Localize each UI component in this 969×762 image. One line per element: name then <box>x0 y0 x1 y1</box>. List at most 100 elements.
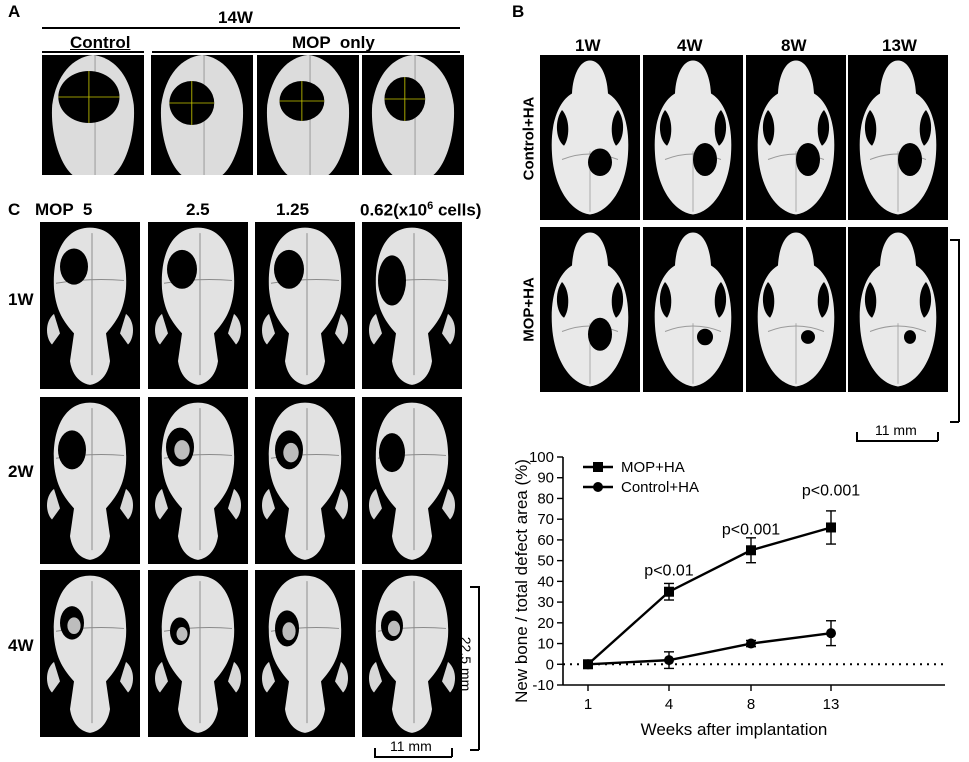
panel-b-control-skull-2 <box>643 55 743 220</box>
panel-b-mop-skull-1 <box>540 227 640 392</box>
panel-c-row-1w: 1W <box>8 290 34 309</box>
legend-label-1: Control+HA <box>621 479 699 496</box>
panel-c-row-4w: 4W <box>8 636 34 655</box>
panel-c-vscale-label: 22.5 mm <box>458 636 474 692</box>
y-tick-label-4: 30 <box>537 594 554 611</box>
marker-circle-1-1 <box>664 655 674 666</box>
panel-c-skull-r3-c2 <box>148 570 248 737</box>
x-tick-label-1: 4 <box>665 696 673 713</box>
p-value-annotation-1: p<0.001 <box>722 521 780 538</box>
panel-b-mop-skull-3 <box>746 227 846 392</box>
panel-b-hscale-cap-right <box>937 432 939 441</box>
panel-c-skull-r2-c2 <box>148 397 248 564</box>
panel-a-top-rule <box>42 27 460 29</box>
y-tick-label-7: 60 <box>537 532 554 549</box>
x-tick-label-0: 1 <box>584 696 592 713</box>
bone-area-line-chart: -10 0 10 20 30 40 50 60 70 80 90 100 1 4 8 13 Weeks afte… <box>512 449 945 739</box>
marker-circle-1-2 <box>746 638 756 649</box>
panel-c-skull-r1-c3 <box>255 222 355 389</box>
panel-b-col-13w: 13W <box>882 36 917 55</box>
panel-c-hscale-label: 11 mm <box>390 738 432 754</box>
panel-c-skull-r3-c1 <box>40 570 140 737</box>
panel-b-col-1w: 1W <box>575 36 601 55</box>
panel-c-skull-r1-c2 <box>148 222 248 389</box>
panel-c-col-1_25: 1.25 <box>276 200 310 219</box>
marker-circle-1-3 <box>826 628 836 639</box>
legend-marker-0 <box>593 462 603 472</box>
panel-b-control-skull-3 <box>746 55 846 220</box>
series-line-0 <box>587 526 832 666</box>
panel-a-control-rule <box>42 51 144 53</box>
panel-c-skull-r2-c3 <box>255 397 355 564</box>
y-tick-label-6: 50 <box>537 553 554 570</box>
panel-b-vscale-label: 22.5 mm <box>935 298 951 354</box>
panel-b-control-skull-4 <box>848 55 948 220</box>
panel-b-mop-skull-2 <box>643 227 743 392</box>
y-tick-label-1: 0 <box>546 656 554 673</box>
panel-c-col-0_62-main: 0.62(x10 <box>360 200 428 220</box>
panel-label-a: A <box>8 2 21 21</box>
p-value-annotation-0: p<0.01 <box>644 563 693 580</box>
p-value-annotation-2: p<0.001 <box>802 482 860 499</box>
panel-b-col-8w: 8W <box>781 36 807 55</box>
y-tick-label-2: 10 <box>537 636 554 653</box>
panel-c-col-0_62-exp: 6 <box>427 200 434 212</box>
panel-c-col-5: MOP 5 <box>35 200 93 219</box>
marker-square-0-2 <box>746 545 756 556</box>
panel-a-skull-image-1 <box>42 55 144 175</box>
marker-square-0-1 <box>664 586 674 597</box>
panel-b-hscale-bar <box>856 440 938 442</box>
series-line-1 <box>587 631 832 666</box>
y-tick-label-11: 100 <box>529 449 554 466</box>
panel-c-skull-r2-c1 <box>40 397 140 564</box>
y-tick-label-8: 70 <box>537 511 554 528</box>
panel-c-vscale-cap-top <box>470 586 479 588</box>
panel-b-vscale-cap-bot <box>950 421 959 423</box>
panel-a-skull-image-2 <box>151 55 253 175</box>
panel-a-timepoint: 14W <box>218 8 253 27</box>
panel-b-vscale-bar <box>958 239 960 422</box>
panel-a-skull-image-4 <box>362 55 464 175</box>
panel-c-hscale-bar <box>374 756 452 758</box>
y-tick-label-3: 20 <box>537 615 554 632</box>
panel-a-mop-rule <box>152 51 460 53</box>
panel-c-hscale-cap-left <box>374 748 376 757</box>
panel-a-group-control: Control <box>70 33 131 52</box>
panel-c-col-0_62-unit: cells) <box>433 200 482 220</box>
panel-b-col-4w: 4W <box>677 36 703 55</box>
panel-b-vscale-cap-top <box>950 239 959 241</box>
panel-b-hscale-cap-left <box>856 432 858 441</box>
panel-a-group-mop: MOP only <box>292 33 375 52</box>
y-tick-label-5: 40 <box>537 573 554 590</box>
marker-square-0-3 <box>826 522 836 533</box>
legend-marker-1 <box>593 482 603 492</box>
panel-b-row-control: Control+HA <box>520 96 538 181</box>
y-tick-label-10: 90 <box>537 470 554 487</box>
y-axis-title: New bone / total defect area (%) <box>512 459 531 703</box>
x-tick-label-3: 13 <box>823 696 840 713</box>
panel-c-hscale-cap-right <box>451 748 453 757</box>
panel-c-skull-r1-c4 <box>362 222 462 389</box>
panel-a-skull-image-3 <box>257 55 359 175</box>
panel-c-vscale-bar <box>478 586 480 750</box>
panel-b-mop-skull-4 <box>848 227 948 392</box>
x-axis-title: Weeks after implantation <box>641 720 828 739</box>
y-tick-label-0: -10 <box>532 677 554 694</box>
panel-label-c: C <box>8 200 21 219</box>
marker-circle-1-0 <box>583 659 593 670</box>
panel-b-control-skull-1 <box>540 55 640 220</box>
legend-label-0: MOP+HA <box>621 459 685 476</box>
panel-c-col-2_5: 2.5 <box>186 200 210 219</box>
panel-c-skull-r1-c1 <box>40 222 140 389</box>
panel-c-row-2w: 2W <box>8 462 34 481</box>
panel-c-skull-r3-c4 <box>362 570 462 737</box>
panel-label-b: B <box>512 2 525 21</box>
panel-b-hscale-label: 11 mm <box>875 422 917 438</box>
panel-c-col-0_62: 0.62(x106 cells) <box>360 200 481 221</box>
panel-c-skull-r3-c3 <box>255 570 355 737</box>
y-tick-label-9: 80 <box>537 490 554 507</box>
panel-c-vscale-cap-bot <box>470 749 479 751</box>
panel-c-skull-r2-c4 <box>362 397 462 564</box>
panel-b-row-mop: MOP+HA <box>520 277 538 342</box>
x-tick-label-2: 8 <box>747 696 755 713</box>
